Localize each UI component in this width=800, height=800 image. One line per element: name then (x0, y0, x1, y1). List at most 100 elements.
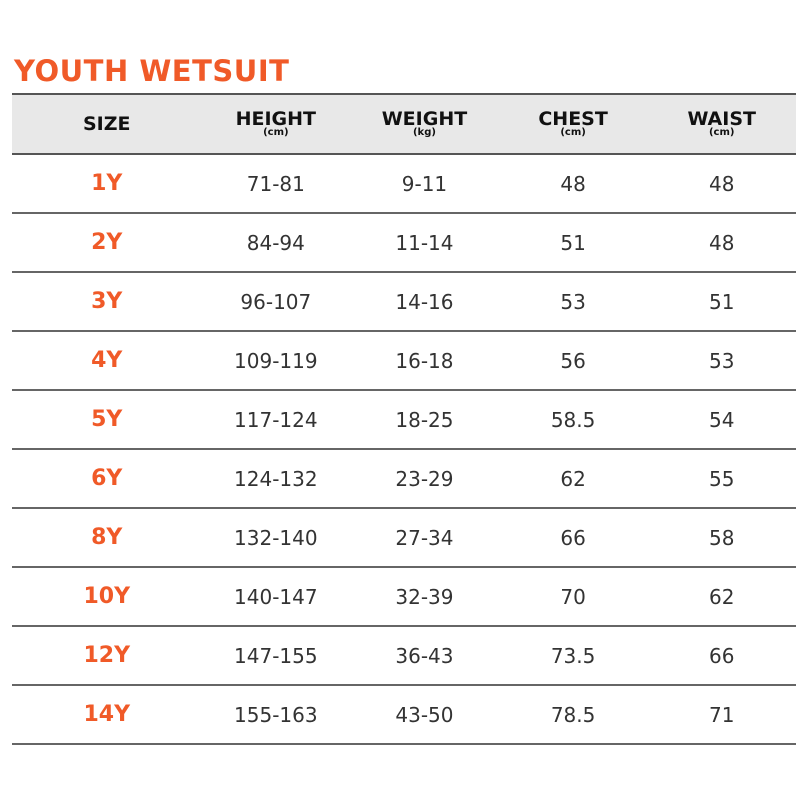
table-cell: 62 (647, 585, 796, 609)
table-cell: 54 (708, 407, 735, 432)
table-cell: 55 (647, 467, 796, 491)
size-label: 3Y (91, 289, 123, 314)
table-cell: 4Y (12, 348, 202, 373)
column-header-height: HEIGHT (cm) (202, 110, 351, 138)
size-label: 2Y (91, 230, 123, 255)
size-label: 5Y (91, 407, 123, 432)
table-cell: 147-155 (234, 643, 318, 668)
table-cell: 70 (499, 585, 648, 609)
table-cell: 2Y (12, 230, 202, 255)
table-row: 1Y 71-81 9-11 48 48 (12, 155, 796, 214)
header-label: WAIST (687, 108, 756, 130)
header-unit: (cm) (560, 127, 586, 138)
table-cell: 16-18 (395, 348, 454, 373)
table-row: 10Y 140-147 32-39 70 62 (12, 568, 796, 627)
table-cell: 66 (708, 643, 735, 668)
table-cell: 14-16 (395, 289, 454, 314)
table-cell: 66 (560, 525, 586, 550)
table-cell: 84-94 (202, 231, 351, 255)
table-cell: 70 (560, 584, 586, 609)
table-cell: 48 (647, 231, 796, 255)
table-cell: 155-163 (234, 702, 318, 727)
table-cell: 53 (499, 290, 648, 314)
table-cell: 11-14 (395, 230, 454, 255)
table-cell: 12Y (12, 643, 202, 668)
table-cell: 51 (708, 289, 735, 314)
table-cell: 16-18 (350, 349, 499, 373)
table-cell: 71 (647, 703, 796, 727)
table-cell: 18-25 (350, 408, 499, 432)
table-cell: 51 (560, 230, 586, 255)
table-cell: 48 (560, 171, 586, 196)
table-cell: 14-16 (350, 290, 499, 314)
table-cell: 43-50 (395, 702, 454, 727)
table-cell: 9-11 (350, 172, 499, 196)
table-cell: 84-94 (246, 230, 305, 255)
table-row: 6Y 124-132 23-29 62 55 (12, 450, 796, 509)
table-cell: 58 (647, 526, 796, 550)
table-cell: 58.5 (499, 408, 648, 432)
table-row: 14Y 155-163 43-50 78.5 71 (12, 686, 796, 745)
table-cell: 3Y (12, 289, 202, 314)
table-cell: 9-11 (401, 171, 448, 196)
table-cell: 48 (647, 172, 796, 196)
size-label: 1Y (91, 171, 123, 196)
header-unit: (kg) (412, 127, 436, 138)
table-cell: 1Y (12, 171, 202, 196)
table-cell: 32-39 (395, 584, 454, 609)
table-cell: 48 (708, 230, 735, 255)
table-cell: 14Y (12, 702, 202, 727)
table-cell: 48 (499, 172, 648, 196)
table-cell: 6Y (12, 466, 202, 491)
table-cell: 62 (708, 584, 735, 609)
table-row: 12Y 147-155 36-43 73.5 66 (12, 627, 796, 686)
table-cell: 140-147 (202, 585, 351, 609)
table-cell: 56 (560, 348, 586, 373)
table-cell: 32-39 (350, 585, 499, 609)
table-cell: 58.5 (550, 407, 596, 432)
table-row: 5Y 117-124 18-25 58.5 54 (12, 391, 796, 450)
table-cell: 54 (647, 408, 796, 432)
size-label: 10Y (83, 584, 131, 609)
size-label: 8Y (91, 525, 123, 550)
table-row: 2Y 84-94 11-14 51 48 (12, 214, 796, 273)
column-header-waist: WAIST (cm) (647, 110, 796, 138)
header-unit: (cm) (708, 127, 735, 138)
table-cell: 23-29 (350, 467, 499, 491)
table-cell: 117-124 (202, 408, 351, 432)
table-row: 3Y 96-107 14-16 53 51 (12, 273, 796, 332)
table-cell: 73.5 (499, 644, 648, 668)
table-cell: 78.5 (499, 703, 648, 727)
table-cell: 66 (499, 526, 648, 550)
header-label: CHEST (538, 108, 608, 130)
column-header-size: SIZE (12, 113, 202, 135)
table-cell: 27-34 (395, 525, 454, 550)
table-cell: 53 (708, 348, 735, 373)
size-table: SIZE HEIGHT (cm) WEIGHT (kg) CHEST (cm) WAIST (c… (12, 93, 796, 745)
table-cell: 53 (647, 349, 796, 373)
table-cell: 51 (499, 231, 648, 255)
table-cell: 36-43 (350, 644, 499, 668)
table-body: 1Y 71-81 9-11 48 48 2Y 84-94 11-14 51 48 3Y 96-107 1… (12, 155, 796, 745)
page-title: YOUTH WETSUIT (14, 54, 290, 88)
size-label: 6Y (91, 466, 123, 491)
table-cell: 58 (708, 525, 735, 550)
table-cell: 96-107 (202, 290, 351, 314)
header-label: WEIGHT (381, 108, 468, 130)
column-header-weight: WEIGHT (kg) (350, 110, 499, 138)
table-cell: 8Y (12, 525, 202, 550)
table-cell: 71-81 (246, 171, 305, 196)
table-cell: 132-140 (202, 526, 351, 550)
table-cell: 53 (560, 289, 586, 314)
table-cell: 48 (708, 171, 735, 196)
table-cell: 5Y (12, 407, 202, 432)
table-cell: 147-155 (202, 644, 351, 668)
header-label: SIZE (83, 113, 131, 135)
table-header: SIZE HEIGHT (cm) WEIGHT (kg) CHEST (cm) WAIST (c… (12, 93, 796, 155)
table-cell: 73.5 (550, 643, 596, 668)
table-cell: 23-29 (395, 466, 454, 491)
table-cell: 11-14 (350, 231, 499, 255)
header-label: HEIGHT (235, 108, 317, 130)
size-label: 14Y (83, 702, 131, 727)
table-cell: 78.5 (550, 702, 596, 727)
